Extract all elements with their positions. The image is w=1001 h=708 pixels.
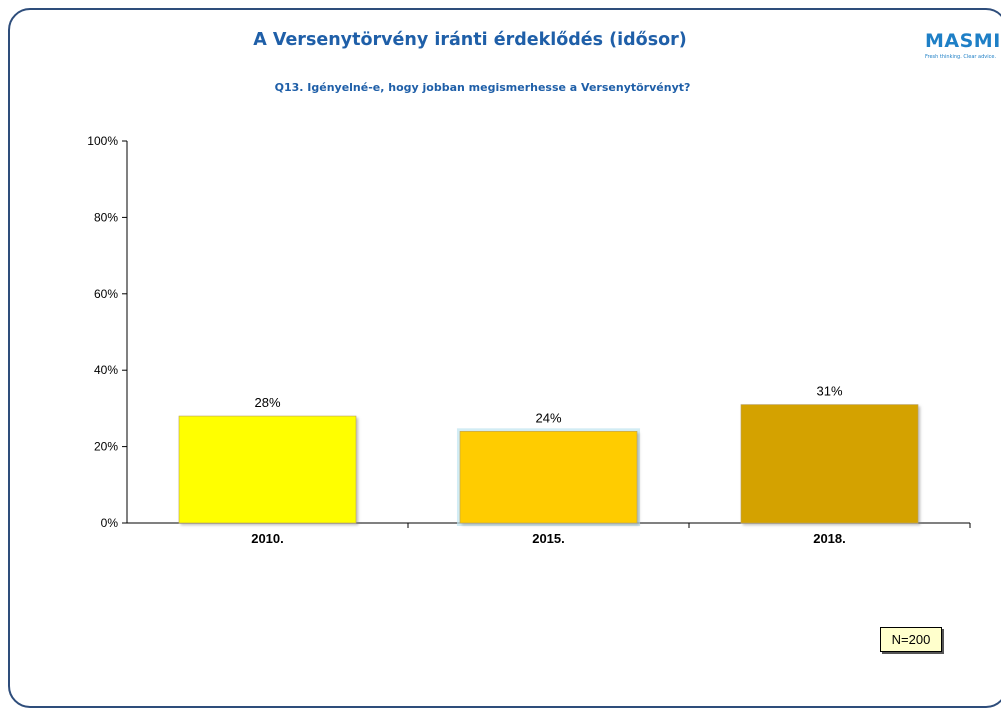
y-tick-label: 80% xyxy=(94,210,118,224)
chart-title: A Versenytörvény iránti érdeklődés (idős… xyxy=(253,30,687,50)
slide-frame xyxy=(8,8,1001,708)
bar-2018 xyxy=(740,404,919,524)
y-tick-label: 100% xyxy=(87,134,118,148)
logo-text: MASMI xyxy=(925,30,1001,52)
data-label: 24% xyxy=(535,410,561,425)
x-tick-label: 2015. xyxy=(532,531,565,546)
x-tick-label: 2010. xyxy=(251,531,284,546)
logo-tagline: Fresh thinking. Clear advice. xyxy=(925,54,997,60)
y-tick-label: 20% xyxy=(94,440,118,454)
bar-chart: 0% 20% 40% 60% 80% 100% 28% 2010. 24% 2015. 31% 201… xyxy=(87,134,971,546)
data-label: 31% xyxy=(816,384,842,399)
masmi-logo: MASMI Fresh thinking. Clear advice. xyxy=(925,30,1001,60)
sample-size-note: N=200 xyxy=(880,627,942,652)
x-tick-label: 2018. xyxy=(813,531,846,546)
bar-2015 xyxy=(459,431,638,524)
y-tick-label: 60% xyxy=(94,287,118,301)
y-tick-label: 0% xyxy=(101,516,119,530)
bar-2010 xyxy=(178,415,357,524)
data-label: 28% xyxy=(254,395,280,410)
y-tick-label: 40% xyxy=(94,363,118,377)
chart-subtitle: Q13. Igényelné-e, hogy jobban megismerhe… xyxy=(274,81,691,94)
